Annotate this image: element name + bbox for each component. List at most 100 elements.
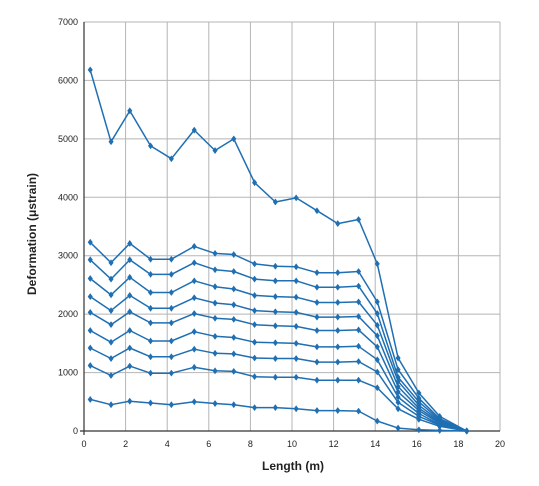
data-point: [314, 343, 320, 351]
data-point: [127, 308, 133, 316]
data-point: [231, 316, 237, 323]
data-point: [272, 339, 278, 347]
data-point: [212, 266, 218, 274]
data-point: [148, 337, 154, 345]
data-point: [293, 339, 299, 347]
data-point: [212, 349, 218, 357]
data-point: [416, 389, 422, 397]
data-point: [374, 260, 380, 268]
data-point: [212, 283, 218, 291]
data-point: [148, 271, 154, 278]
data-point: [148, 304, 154, 312]
data-point: [168, 155, 174, 163]
data-point: [314, 269, 320, 277]
y-tick-label: 1000: [58, 368, 78, 378]
data-point: [168, 304, 174, 312]
data-point: [148, 142, 154, 150]
data-point: [148, 319, 154, 327]
x-tick-label: 8: [248, 439, 253, 449]
series-line-7: [89, 329, 467, 432]
data-point: [231, 350, 237, 358]
data-point: [231, 135, 237, 143]
data-point: [87, 362, 93, 369]
data-point: [252, 373, 258, 381]
data-point: [191, 363, 197, 371]
data-point: [108, 259, 114, 267]
data-point: [191, 398, 197, 406]
data-point: [374, 384, 380, 392]
axes: [80, 22, 500, 435]
series-line-8: [89, 347, 467, 432]
data-point: [87, 327, 93, 334]
x-tick-label: 16: [412, 439, 422, 449]
data-point: [191, 310, 197, 317]
data-point: [87, 256, 93, 264]
data-point: [87, 396, 93, 403]
data-point: [108, 372, 114, 379]
gridlines: [83, 21, 501, 432]
data-point: [356, 376, 362, 384]
data-point: [168, 369, 174, 377]
data-point: [212, 400, 218, 407]
data-point: [374, 368, 380, 376]
data-point: [335, 343, 341, 351]
data-point: [293, 355, 299, 362]
x-axis-label: Length (m): [262, 459, 324, 473]
data-point: [127, 397, 133, 405]
data-point: [168, 255, 174, 263]
data-point: [212, 332, 218, 340]
data-point: [212, 147, 218, 154]
data-point: [395, 388, 401, 396]
y-tick-label: 6000: [58, 75, 78, 85]
data-point: [374, 321, 380, 329]
data-point: [252, 260, 258, 268]
data-point: [252, 354, 258, 362]
data-point: [127, 344, 133, 352]
data-point: [108, 307, 114, 315]
data-point: [335, 313, 341, 321]
data-point: [108, 291, 114, 299]
data-point: [356, 282, 362, 290]
data-point: [356, 358, 362, 365]
data-point: [87, 66, 93, 74]
data-point: [272, 308, 278, 316]
data-point: [231, 368, 237, 375]
data-point: [168, 289, 174, 296]
data-point: [231, 268, 237, 275]
x-tick-label: 2: [123, 439, 128, 449]
data-point: [168, 319, 174, 327]
data-point: [212, 367, 218, 375]
data-point: [293, 293, 299, 301]
data-point: [293, 277, 299, 285]
data-point: [374, 332, 380, 340]
data-point: [314, 283, 320, 291]
data-point: [356, 313, 362, 320]
data-point: [314, 376, 320, 384]
data-point: [314, 327, 320, 334]
series-line-3: [89, 259, 467, 432]
data-point: [148, 399, 154, 407]
x-tick-label: 20: [495, 439, 505, 449]
data-point: [168, 337, 174, 345]
data-point: [395, 393, 401, 401]
data-point: [87, 275, 93, 282]
data-point: [231, 251, 237, 258]
data-point: [374, 417, 380, 425]
tick-labels: 0 2 4 6 8 10 12 14 16 18 20 0 1000 2000 3000 4000 5000 60…: [58, 17, 505, 449]
data-point: [314, 207, 320, 215]
data-point: [252, 179, 258, 187]
data-point: [87, 293, 93, 301]
data-point: [87, 238, 93, 246]
data-point: [395, 366, 401, 374]
data-point: [252, 292, 258, 299]
data-point: [127, 292, 133, 299]
x-tick-label: 4: [165, 439, 170, 449]
data-point: [293, 405, 299, 413]
data-point: [293, 308, 299, 316]
data-point: [335, 376, 341, 384]
data-point: [395, 354, 401, 362]
data-point: [272, 198, 278, 206]
data-point: [416, 394, 422, 402]
data-point: [127, 107, 133, 115]
